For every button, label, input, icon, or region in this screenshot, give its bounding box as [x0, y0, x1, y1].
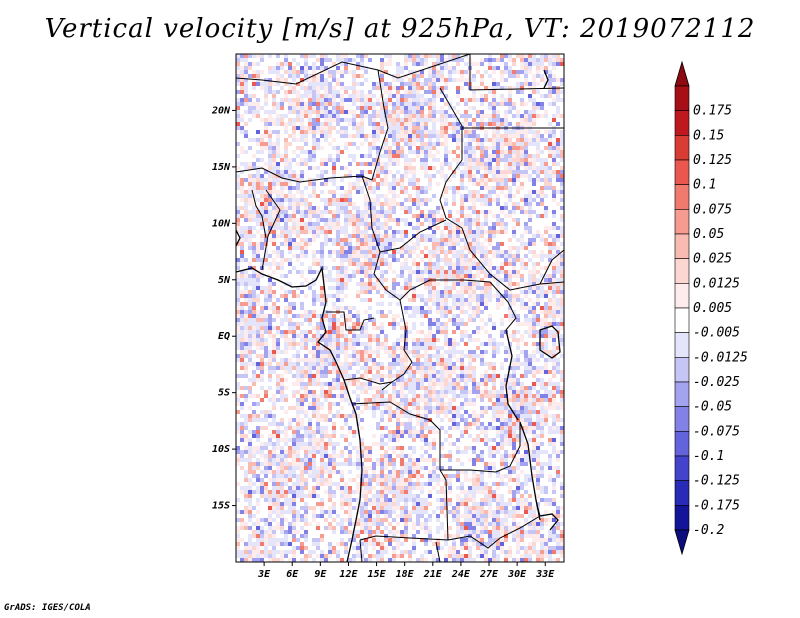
lat-tick-label: 10S: [212, 444, 230, 455]
colorbar-label: -0.1: [693, 449, 724, 464]
colorbar-swatch: [674, 406, 690, 432]
colorbar-label: 0.175: [693, 104, 732, 119]
country-borders: [236, 54, 564, 562]
colorbar-swatch: [674, 110, 690, 136]
colorbar-label: 0.0125: [693, 276, 740, 291]
lon-tick-label: 12E: [339, 569, 358, 580]
colorbar-swatch: [674, 505, 690, 531]
border-segment: [379, 219, 447, 253]
longitude-axis: 3E 6E 9E 12E 15E 18E 21E 24E 27E 30E 33E: [257, 562, 555, 580]
colorbar-swatch: [674, 480, 690, 506]
colorbar-swatch: [674, 455, 690, 481]
coastline-segment: [236, 229, 241, 247]
border-segment: [439, 87, 463, 229]
lat-tick-label: 10N: [212, 218, 231, 229]
colorbar-swatch: [674, 357, 690, 383]
border-segment: [440, 422, 521, 473]
colorbar-label: 0.1: [693, 178, 716, 193]
colorbar-label: 0.125: [693, 153, 732, 168]
colorbar-swatch: [674, 283, 690, 309]
lon-tick-label: 18E: [396, 569, 415, 580]
border-segment: [469, 54, 564, 91]
lon-tick-label: 27E: [479, 569, 499, 580]
border-segment: [261, 189, 281, 271]
colorbar-label: -0.005: [693, 326, 740, 341]
colorbar-swatch: [674, 233, 690, 259]
colorbar-label: -0.2: [693, 523, 724, 538]
lon-tick-label: 6E: [286, 569, 299, 580]
lon-tick-label: 9E: [314, 569, 327, 580]
colorbar-label: 0.005: [693, 301, 732, 316]
colorbar-swatch: [674, 307, 690, 333]
lat-tick-label: 20N: [211, 105, 231, 116]
border-segment: [447, 515, 541, 549]
lat-tick-label: 5N: [218, 275, 231, 286]
coastline-segment: [505, 329, 519, 421]
border-segment: [361, 175, 381, 253]
colorbar-label: -0.175: [693, 498, 740, 513]
velocity-field: [236, 54, 564, 562]
colorbar-swatch: [674, 332, 690, 358]
colorbar-label: -0.125: [693, 474, 740, 489]
lon-tick-label: 3E: [257, 569, 271, 580]
colorbar: 0.175 0.15 0.125 0.1 0.075 0.05 0.025 0.0125 0.0…: [674, 60, 748, 556]
border-segment: [535, 499, 541, 517]
lon-tick-label: 33E: [535, 569, 555, 580]
colorbar-swatch: [674, 258, 690, 284]
colorbar-top-arrow: [674, 60, 690, 87]
coastline-segment: [539, 513, 559, 531]
lat-tick-label: 5S: [218, 388, 230, 399]
colorbar-label: -0.025: [693, 375, 740, 390]
border-segment: [236, 54, 471, 85]
colorbar-swatch: [674, 159, 690, 185]
lat-tick-label: 15N: [212, 162, 231, 173]
lon-tick-label: 15E: [368, 569, 387, 580]
credit-text: GrADS: IGES/COLA: [4, 603, 91, 613]
border-segment: [371, 69, 389, 181]
colorbar-swatch: [674, 85, 690, 111]
border-segment: [326, 311, 375, 331]
colorbar-label: 0.025: [693, 252, 732, 267]
coastline-segment: [543, 69, 549, 89]
latitude-axis: 20N 15N 10N 5N EQ 5S 10S 15S: [211, 105, 236, 512]
lat-tick-label: 15S: [212, 501, 230, 512]
lon-tick-label: 21E: [423, 569, 443, 580]
border-segment: [539, 249, 564, 285]
coastline-segment: [539, 325, 561, 359]
border-segment: [373, 251, 509, 303]
coastline-segment: [236, 265, 363, 562]
colorbar-swatch: [674, 381, 690, 407]
colorbar-label: -0.05: [693, 400, 732, 415]
border-segment: [343, 377, 393, 385]
lon-tick-label: 24E: [451, 569, 471, 580]
border-segment: [251, 189, 267, 239]
colorbar-bottom-arrow: [674, 529, 690, 556]
colorbar-swatch: [674, 135, 690, 161]
map-title: Vertical velocity [m/s] at 925hPa, VT: 2…: [44, 14, 756, 44]
map-frame: [235, 53, 565, 563]
colorbar-swatch: [674, 184, 690, 210]
lat-tick-label: EQ: [218, 331, 230, 342]
colorbar-label: 0.05: [693, 227, 724, 242]
colorbar-label: 0.15: [693, 128, 724, 143]
border-segment: [435, 541, 441, 562]
lon-tick-label: 30E: [507, 569, 527, 580]
border-segment: [461, 227, 564, 291]
border-segment: [505, 301, 517, 331]
border-segment: [359, 539, 363, 562]
colorbar-swatch: [674, 209, 690, 235]
colorbar-swatch: [674, 431, 690, 457]
colorbar-label: -0.0125: [693, 350, 748, 365]
colorbar-label: -0.075: [693, 424, 740, 439]
colorbar-label: 0.075: [693, 202, 732, 217]
